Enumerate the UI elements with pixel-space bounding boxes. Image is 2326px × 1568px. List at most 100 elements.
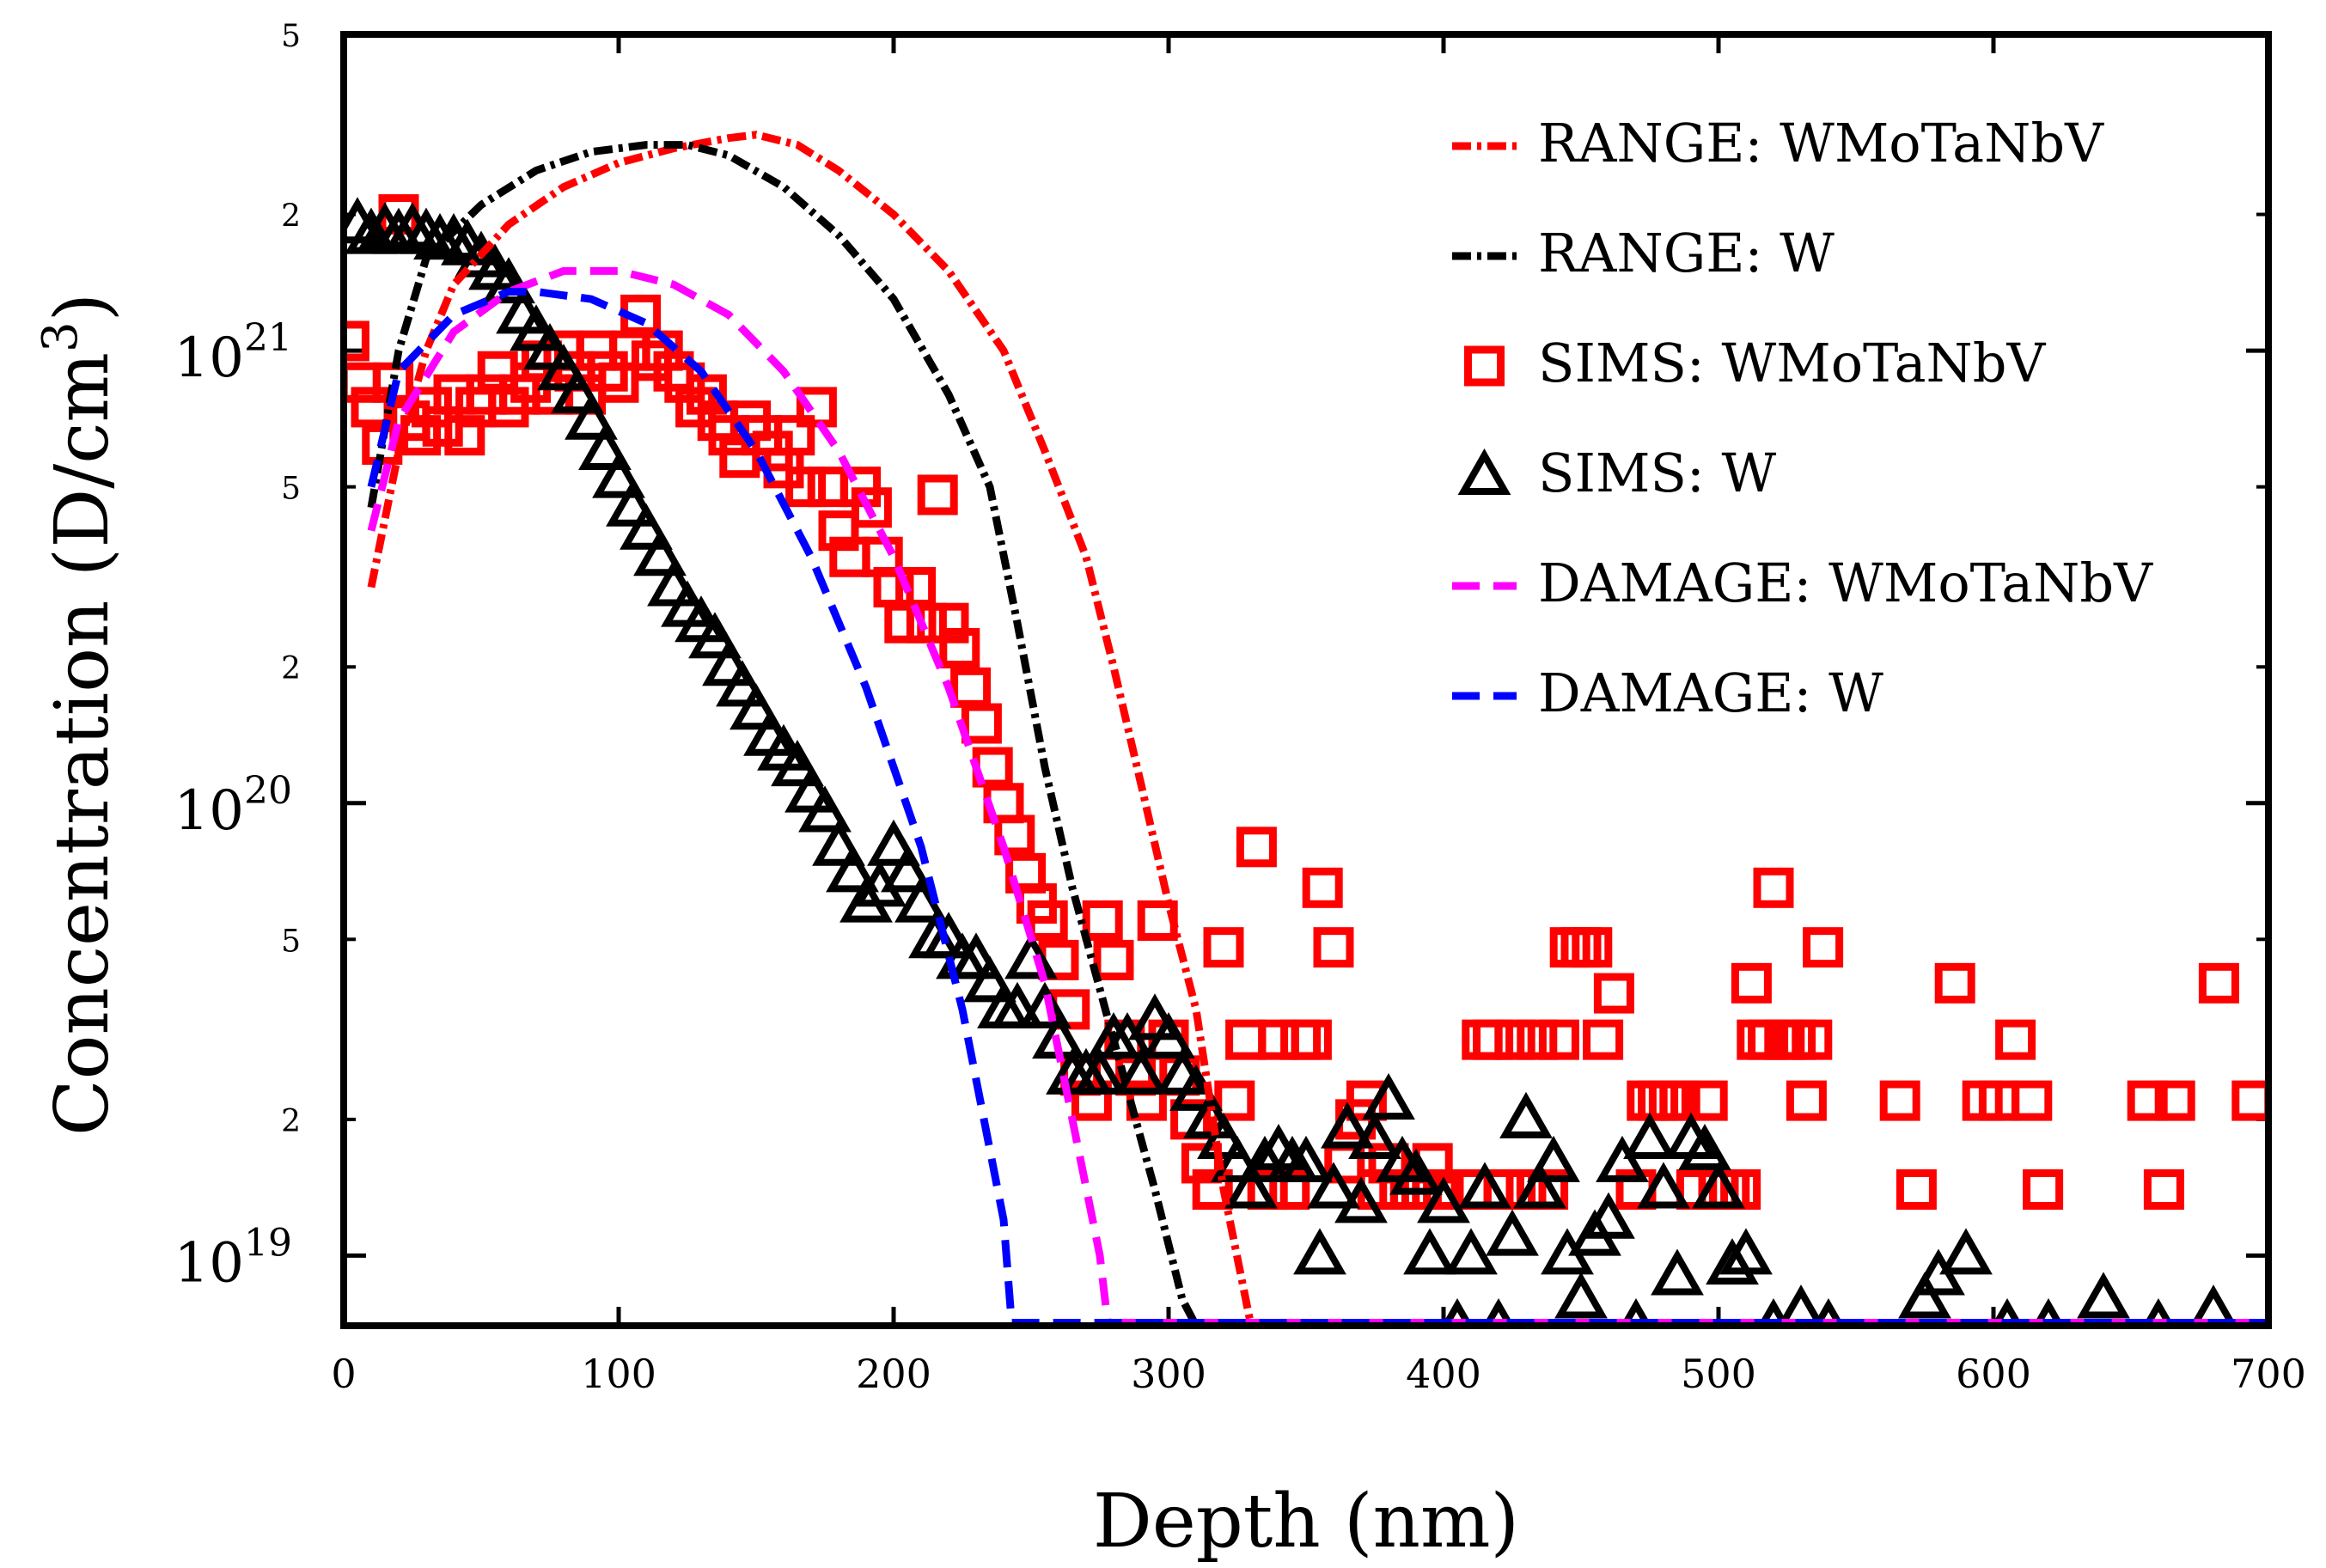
data-point-square xyxy=(1192,1168,1233,1210)
data-point-square xyxy=(1687,1080,1728,1121)
data-point-square xyxy=(1593,973,1634,1014)
y-tick-label: 1021 xyxy=(174,316,292,390)
data-point-square xyxy=(1494,1019,1535,1060)
data-point-triangle xyxy=(1293,1228,1346,1275)
data-point-square xyxy=(1583,1019,1624,1060)
data-point-triangle xyxy=(716,660,769,707)
legend-item: DAMAGE: WMoTaNbV xyxy=(1452,552,2153,614)
data-point-triangle xyxy=(784,766,838,813)
data-point-square xyxy=(939,627,980,668)
data-point-square xyxy=(2127,1080,2168,1121)
data-point-triangle xyxy=(1527,1135,1580,1182)
series-line-range-w xyxy=(367,141,1200,1326)
data-point-square xyxy=(686,374,727,415)
y-axis-title-main: Concentration (D/cm xyxy=(40,352,125,1136)
data-point-triangle xyxy=(1389,1148,1443,1195)
data-point-triangle xyxy=(1444,1228,1498,1275)
legend-label: RANGE: W xyxy=(1538,222,1835,284)
data-point-square xyxy=(1995,1019,2036,1060)
data-point-square xyxy=(994,815,1035,856)
data-point-triangle xyxy=(949,932,1003,979)
data-point-triangle xyxy=(1403,1228,1456,1275)
data-point-triangle xyxy=(991,981,1044,1028)
data-point-triangle xyxy=(647,559,700,607)
data-point-square xyxy=(961,703,1002,744)
data-point-triangle xyxy=(1362,1073,1415,1120)
data-point-triangle xyxy=(1018,981,1071,1028)
data-point-square xyxy=(2198,962,2239,1004)
data-point-triangle xyxy=(798,785,852,833)
data-point-square xyxy=(1896,1168,1937,1210)
x-tick-label: 0 xyxy=(331,1351,356,1397)
data-point-square xyxy=(1203,927,1244,968)
data-point-triangle xyxy=(1458,1162,1511,1209)
x-tick-label: 300 xyxy=(1131,1351,1206,1397)
data-point-triangle xyxy=(1637,1162,1690,1209)
data-point-triangle xyxy=(1706,1238,1759,1285)
y-minor-tick-label: 5 xyxy=(281,19,301,54)
data-point-triangle xyxy=(1554,1272,1608,1319)
data-point-triangle xyxy=(565,393,618,440)
data-point-square xyxy=(1214,1080,1255,1121)
data-point-triangle xyxy=(1238,1135,1291,1182)
data-point-square xyxy=(1093,939,1134,980)
data-point-triangle xyxy=(1334,1176,1388,1223)
data-point-triangle xyxy=(881,845,934,893)
data-point-square xyxy=(1572,927,1613,968)
data-point-square xyxy=(1291,1019,1332,1060)
data-point-square xyxy=(818,510,859,552)
x-axis-title: Depth (nm) xyxy=(1093,1479,1519,1565)
data-point-triangle xyxy=(1197,1112,1250,1159)
data-point-square xyxy=(2012,1080,2053,1121)
plot-frame xyxy=(340,31,2272,1329)
data-point-triangle xyxy=(702,639,755,686)
legend-label: RANGE: WMoTaNbV xyxy=(1538,112,2104,174)
legend-label: SIMS: W xyxy=(1538,442,1777,504)
data-point-triangle xyxy=(482,257,535,304)
series-sims-w xyxy=(344,197,2237,1326)
data-point-square xyxy=(1517,1019,1558,1060)
data-point-square xyxy=(1731,962,1772,1004)
legend-item: RANGE: WMoTaNbV xyxy=(1452,112,2104,174)
y-tick-exp: 20 xyxy=(244,769,292,813)
data-point-triangle xyxy=(1596,1135,1649,1182)
data-point-square xyxy=(1879,1080,1920,1121)
y-minor-tick-label: 2 xyxy=(281,651,301,686)
data-point-triangle xyxy=(2077,1272,2130,1319)
data-point-square xyxy=(1659,1080,1700,1121)
data-point-square xyxy=(351,387,392,428)
data-point-square xyxy=(344,320,369,362)
data-point-square xyxy=(840,467,882,508)
data-point-triangle xyxy=(2189,1284,2237,1326)
data-point-square xyxy=(1753,867,1794,908)
data-point-triangle xyxy=(922,912,975,959)
data-point-triangle xyxy=(523,323,577,370)
data-point-triangle xyxy=(1279,1135,1333,1182)
data-point-square xyxy=(1792,1019,1833,1060)
data-point-triangle xyxy=(771,740,824,787)
data-point-square xyxy=(664,362,705,403)
data-point-triangle xyxy=(1211,1135,1264,1182)
data-point-triangle xyxy=(551,367,604,414)
legend-item: SIMS: W xyxy=(1457,442,1777,504)
data-point-square xyxy=(785,467,827,508)
data-point-square xyxy=(928,602,969,644)
data-point-triangle xyxy=(592,451,645,498)
y-tick-label: 1020 xyxy=(174,769,292,843)
y-tick-base: 10 xyxy=(174,779,244,843)
data-point-square xyxy=(2023,1168,2064,1210)
data-point-square xyxy=(1538,1019,1579,1060)
data-point-triangle xyxy=(1321,1101,1374,1149)
data-point-triangle xyxy=(1004,932,1058,979)
y-minor-tick-label: 5 xyxy=(281,472,301,507)
data-point-square xyxy=(2143,1168,2184,1210)
data-point-triangle xyxy=(633,529,687,577)
legend-label: SIMS: WMoTaNbV xyxy=(1538,332,2046,394)
x-tick-label: 500 xyxy=(1681,1351,1756,1397)
data-point-square xyxy=(444,415,485,456)
data-point-square xyxy=(1934,962,1975,1004)
data-point-triangle xyxy=(1499,1091,1553,1138)
x-tick-label: 700 xyxy=(2231,1351,2306,1397)
